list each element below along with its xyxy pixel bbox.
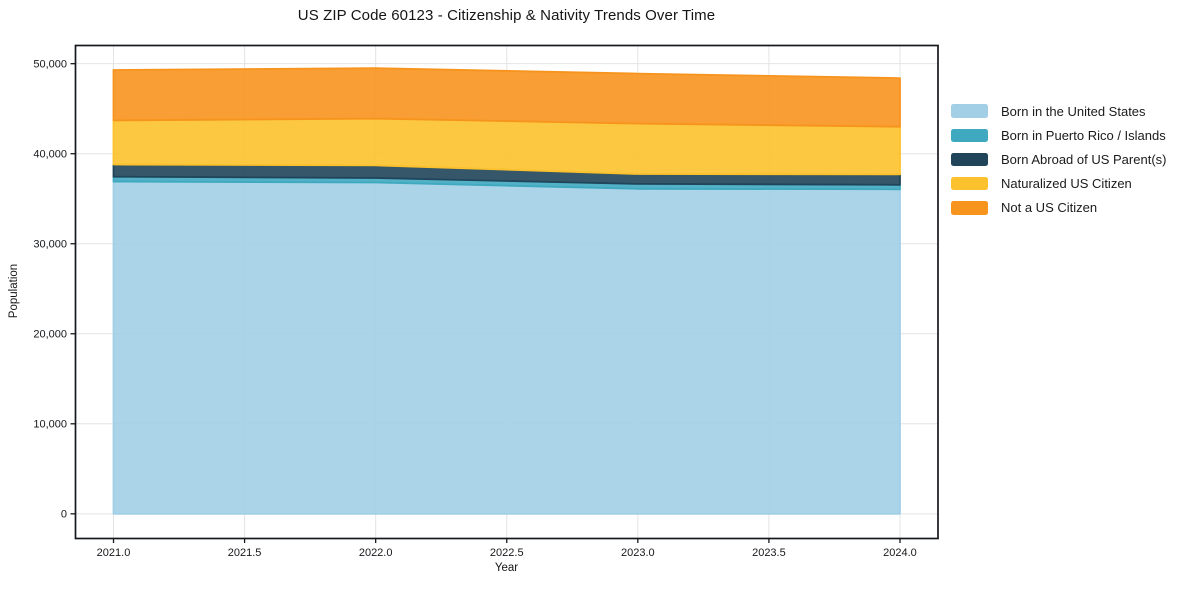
legend-item: Not a US Citizen [951,196,1166,220]
legend-swatch [951,176,988,191]
legend-swatch [951,104,988,118]
legend-swatch [951,152,988,167]
x-tick-label: 2021.5 [228,547,262,559]
legend-swatch [951,201,988,215]
chart-title: US ZIP Code 60123 - Citizenship & Nativi… [297,7,716,24]
x-tick-label: 2023.5 [752,547,786,559]
y-tick-label: 0 [61,509,67,521]
legend-label: Born in the United States [1001,103,1146,119]
legend-item: Naturalized US Citizen [951,172,1166,196]
legend: Born in the United States Born in Puerto … [951,99,1166,220]
x-tick-label: 2022.0 [359,547,393,559]
x-tick-label: 2022.5 [490,547,524,559]
area-series-4 [112,67,901,128]
x-tick-label: 2024.0 [883,547,917,559]
stacked-areas [112,67,901,515]
legend-label: Born Abroad of US Parent(s) [1001,151,1167,167]
y-axis-label: Population [8,263,20,319]
legend-item: Born Abroad of US Parent(s) [951,147,1166,171]
x-tick-label: 2023.0 [621,547,655,559]
legend-item: Born in the United States [951,99,1166,123]
x-axis-label: Year [494,562,519,574]
y-tick-label: 10,000 [33,419,67,431]
area-series-0 [112,180,901,515]
axis-ticks: 2021.0 2021.5 2022.0 2022.5 2023.0 2023.5 2024… [33,58,916,559]
y-tick-label: 30,000 [33,239,67,251]
legend-label: Born in Puerto Rico / Islands [1001,127,1166,143]
legend-label: Naturalized US Citizen [1001,176,1132,192]
y-tick-label: 40,000 [33,149,67,161]
legend-swatch [951,128,988,143]
y-tick-label: 20,000 [33,329,67,341]
legend-label: Not a US Citizen [1001,200,1098,216]
x-tick-label: 2021.0 [97,547,131,559]
legend-item: Born in Puerto Rico / Islands [951,123,1166,147]
y-tick-label: 50,000 [33,58,67,70]
